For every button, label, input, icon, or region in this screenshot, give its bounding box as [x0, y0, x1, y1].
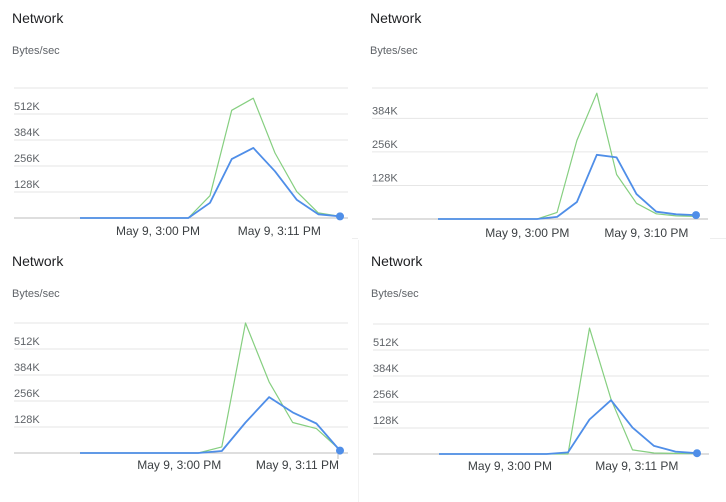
received-series-line [438, 92, 697, 220]
y-tick-label: 384K [14, 127, 40, 139]
unit-label: Bytes/sec [12, 45, 60, 57]
x-tick-label: May 9, 3:11 PM [256, 458, 339, 472]
received-series-line [439, 327, 698, 455]
y-tick-label: 512K [14, 101, 40, 113]
x-tick-label: May 9, 3:11 PM [238, 224, 321, 238]
sent-series-line [80, 396, 341, 454]
network-chart-svg: 128K 256K 384K May 9, 3:00 PM May 9, 3:10 PM [372, 87, 708, 240]
sent-series-line [439, 399, 698, 455]
y-tick-label: 512K [14, 336, 40, 348]
sent-series-line [80, 146, 341, 219]
y-tick-label: 256K [373, 389, 399, 401]
sent-end-point [336, 446, 344, 455]
x-tick-label: May 9, 3:11 PM [595, 459, 678, 473]
unit-label: Bytes/sec [371, 288, 419, 300]
network-chart-svg: 128K 256K 384K 512K May 9, 3:00 PM May 9, 3:1… [14, 87, 348, 238]
y-tick-label: 128K [373, 415, 399, 427]
received-series-line [80, 97, 341, 219]
panel-title: Network [12, 253, 64, 269]
y-tick-label: 256K [372, 139, 398, 151]
x-tick-label: May 9, 3:10 PM [604, 226, 688, 240]
y-tick-label: 512K [373, 337, 399, 349]
x-tick-label: May 9, 3:00 PM [468, 459, 552, 473]
y-tick-label: 384K [372, 105, 398, 117]
network-chart-svg: 128K 256K 384K 512K May 9, 3:00 PM May 9, 3:1… [14, 322, 348, 472]
y-tick-label: 128K [14, 179, 40, 191]
x-tick-label: May 9, 3:00 PM [116, 224, 200, 238]
network-chart-panel-2: Network Bytes/sec 128K 256K 384K May 9, 3:0… [358, 0, 710, 240]
y-tick-label: 384K [373, 363, 399, 375]
network-chart-panel-4: Network Bytes/sec 128K 256K 384K 512K May 9,… [359, 243, 711, 483]
vertical-divider [358, 0, 359, 502]
sent-end-point [692, 211, 700, 220]
network-chart-panel-3: Network Bytes/sec 128K 256K 384K 512K May 9,… [0, 243, 352, 483]
x-tick-label: May 9, 3:00 PM [485, 226, 569, 240]
sent-end-point [336, 212, 344, 221]
y-tick-label: 128K [372, 172, 398, 184]
y-tick-label: 256K [14, 388, 40, 400]
network-chart-panel-1: Network Bytes/sec 128K 256K 384K 512K May 9,… [0, 0, 352, 240]
y-tick-label: 256K [14, 153, 40, 165]
unit-label: Bytes/sec [370, 45, 418, 57]
x-tick-label: May 9, 3:00 PM [137, 458, 221, 472]
network-chart-svg: 128K 256K 384K 512K May 9, 3:00 PM May 9, 3:1… [373, 323, 709, 473]
panel-title: Network [371, 253, 423, 269]
sent-end-point [693, 449, 701, 458]
y-tick-label: 128K [14, 414, 40, 426]
unit-label: Bytes/sec [12, 288, 60, 300]
panel-title: Network [370, 10, 422, 26]
panel-title: Network [12, 10, 64, 26]
y-tick-label: 384K [14, 362, 40, 374]
received-series-line [80, 322, 341, 454]
sent-series-line [438, 153, 697, 220]
